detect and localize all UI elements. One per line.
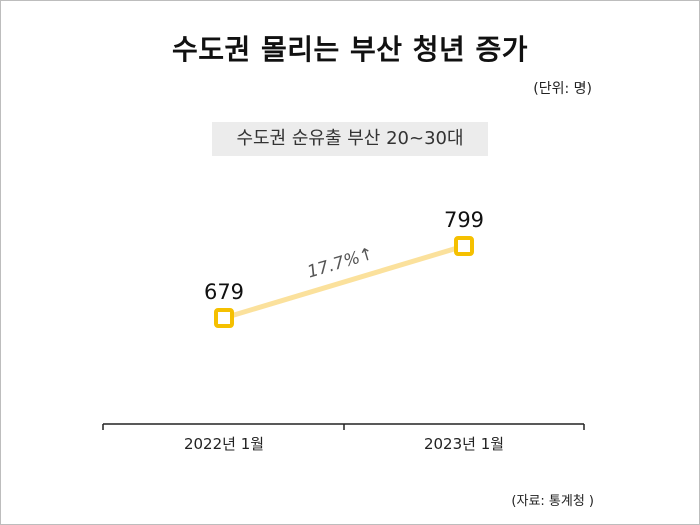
- source-note: (자료: 통계청 ): [511, 494, 594, 509]
- data-label-2023: 799: [444, 208, 484, 232]
- series-line: [221, 243, 467, 321]
- x-tick-label-2023: 2023년 1월: [424, 435, 504, 453]
- data-label-2022: 679: [204, 280, 244, 304]
- point-marker-2023: [454, 236, 474, 256]
- chart-title: 수도권 몰리는 부산 청년 증가: [171, 33, 529, 66]
- x-tick-label-2022: 2022년 1월: [184, 435, 264, 453]
- series-subtitle: 수도권 순유출 부산 20~30대: [212, 122, 488, 156]
- point-marker-2022: [214, 308, 234, 328]
- unit-label: (단위: 명): [533, 81, 592, 97]
